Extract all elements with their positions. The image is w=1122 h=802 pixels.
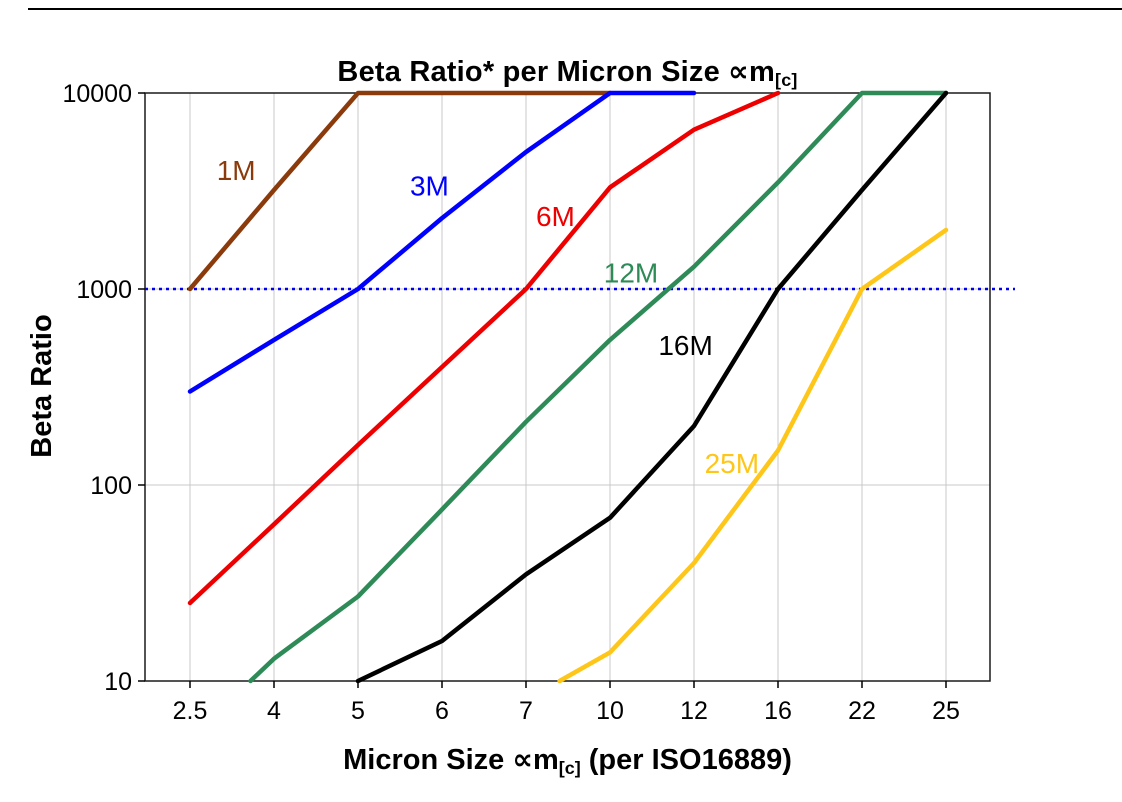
series-line-12M: [248, 90, 949, 684]
series-line-6M: [187, 90, 781, 606]
chart-title-subscript: [c]: [775, 70, 798, 91]
y-tick-label-1000: 1000: [76, 276, 132, 304]
x-tick-label-25: 25: [932, 697, 960, 725]
y-axis-label: Beta Ratio: [26, 314, 58, 458]
series-label-3M: 3M: [410, 170, 449, 201]
chart-title: Beta Ratio* per Micron Size ∝m[c]: [145, 54, 990, 91]
x-tick-label-10: 10: [596, 697, 624, 725]
x-tick-label-4: 4: [267, 697, 281, 725]
x-tick-label-6: 6: [435, 697, 449, 725]
series-label-25M: 25M: [705, 448, 759, 479]
x-tick-label-12: 12: [680, 697, 708, 725]
x-axis-label-pre: Micron Size: [343, 744, 513, 776]
chart-title-symbol: ∝m: [728, 56, 776, 88]
series-line-1M: [187, 90, 613, 292]
plot-border: [144, 92, 991, 682]
x-tick-label-22: 22: [848, 697, 876, 725]
series-label-16M: 16M: [658, 330, 712, 361]
series-line-3M: [187, 90, 697, 394]
top-border-rule: [28, 8, 1122, 10]
x-tick-label-16: 16: [764, 697, 792, 725]
x-axis-label: Micron Size ∝m[c] (per ISO16889): [145, 742, 990, 779]
series-line-16M: [355, 90, 949, 684]
x-tick-label-7: 7: [519, 697, 533, 725]
x-tick-label-5: 5: [351, 697, 365, 725]
x-axis-label-subscript: [c]: [558, 758, 581, 779]
x-axis-label-symbol: ∝m: [512, 744, 559, 776]
x-axis-label-post: (per ISO16889): [580, 744, 792, 776]
series-label-12M: 12M: [604, 257, 658, 288]
y-tick-label-10: 10: [104, 668, 132, 696]
series-line-25M: [557, 227, 949, 684]
series-label-6M: 6M: [536, 201, 575, 232]
y-tick-label-100: 100: [90, 472, 132, 500]
x-tick-label-2.5: 2.5: [173, 697, 208, 725]
series-label-1M: 1M: [217, 155, 256, 186]
y-tick-label-10000: 10000: [62, 80, 132, 108]
chart-title-main: Beta Ratio* per Micron Size: [337, 56, 729, 88]
